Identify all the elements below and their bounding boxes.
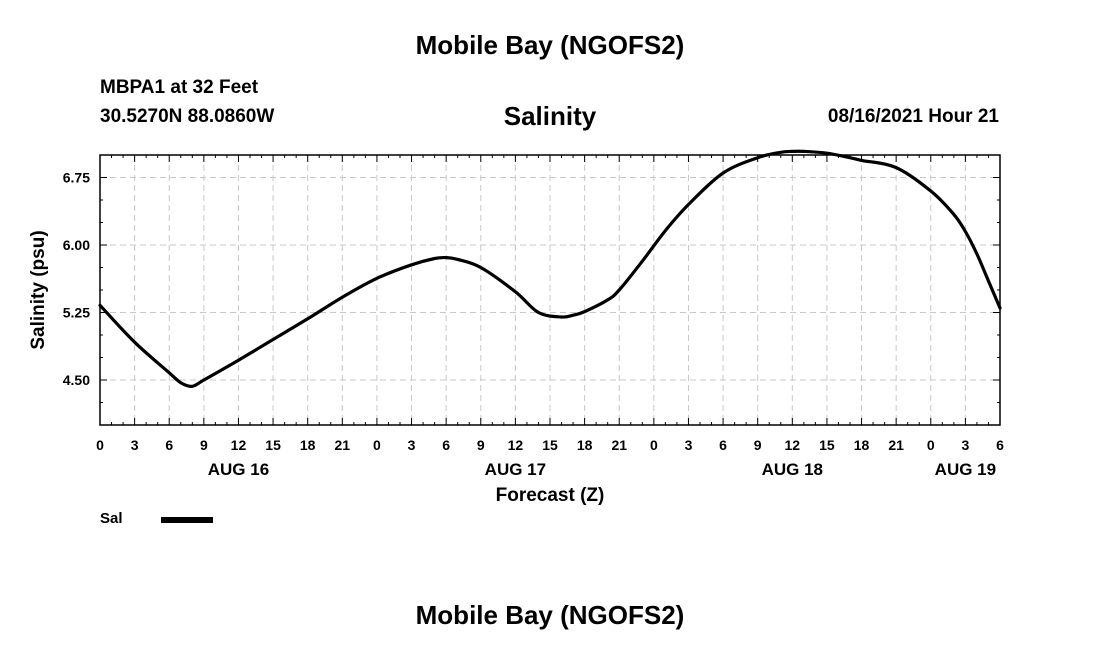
legend-label: Sal (100, 510, 123, 527)
series-layer (98, 149, 1002, 388)
x-tick-label: 3 (685, 437, 693, 453)
x-tick-label: 9 (200, 437, 208, 453)
date-label: AUG 16 (208, 460, 269, 479)
date-label: AUG 19 (935, 460, 996, 479)
y-tick-label: 4.50 (63, 372, 90, 388)
date-label: AUG 17 (485, 460, 546, 479)
x-axis-label: Forecast (Z) (496, 485, 605, 506)
legend-swatch (161, 517, 213, 523)
series-line-sal (98, 149, 1002, 388)
y-tick-label: 6.75 (63, 170, 90, 186)
y-tick-label: 5.25 (63, 305, 90, 321)
x-tick-label: 3 (961, 437, 969, 453)
x-tick-label: 21 (335, 437, 351, 453)
date-label: AUG 18 (762, 460, 823, 479)
y-tick-label: 6.00 (63, 237, 90, 253)
forecast-datetime: 08/16/2021 Hour 21 (827, 106, 999, 127)
x-tick-label: 15 (265, 437, 281, 453)
x-tick-label: 6 (442, 437, 450, 453)
x-tick-label: 21 (611, 437, 627, 453)
x-tick-label: 6 (996, 437, 1004, 453)
coordinates-label: 30.5270N 88.0860W (100, 106, 275, 127)
x-tick-label: 15 (542, 437, 558, 453)
x-tick-label: 18 (577, 437, 593, 453)
x-tick-label: 3 (408, 437, 416, 453)
x-tick-label: 12 (231, 437, 247, 453)
chart-title: Salinity (503, 101, 597, 131)
x-tick-label: 15 (819, 437, 835, 453)
x-tick-label: 6 (165, 437, 173, 453)
x-tick-label: 9 (477, 437, 485, 453)
x-tick-label: 18 (854, 437, 870, 453)
x-tick-label: 21 (888, 437, 904, 453)
station-label: MBPA1 at 32 Feet (100, 77, 259, 98)
x-tick-label: 6 (719, 437, 727, 453)
axes: 0 3 6 9 12 15 18 21 0 3 6 9 12 15 18 21 0 3 6 9 12 15 18 21 0 3 6A… (63, 154, 1004, 479)
x-tick-label: 12 (785, 437, 801, 453)
footer-title: Mobile Bay (NGOFS2) (415, 600, 685, 630)
x-tick-label: 3 (131, 437, 139, 453)
x-tick-label: 12 (508, 437, 524, 453)
x-tick-label: 0 (373, 437, 381, 453)
x-tick-label: 0 (96, 437, 104, 453)
y-axis-label: Salinity (psu) (28, 230, 49, 349)
x-tick-label: 0 (927, 437, 935, 453)
x-tick-label: 0 (650, 437, 658, 453)
x-tick-label: 9 (754, 437, 762, 453)
x-tick-label: 18 (300, 437, 316, 453)
grid-lines (100, 155, 1000, 425)
plot-frame (99, 154, 1001, 426)
page-title: Mobile Bay (NGOFS2) (415, 30, 685, 60)
